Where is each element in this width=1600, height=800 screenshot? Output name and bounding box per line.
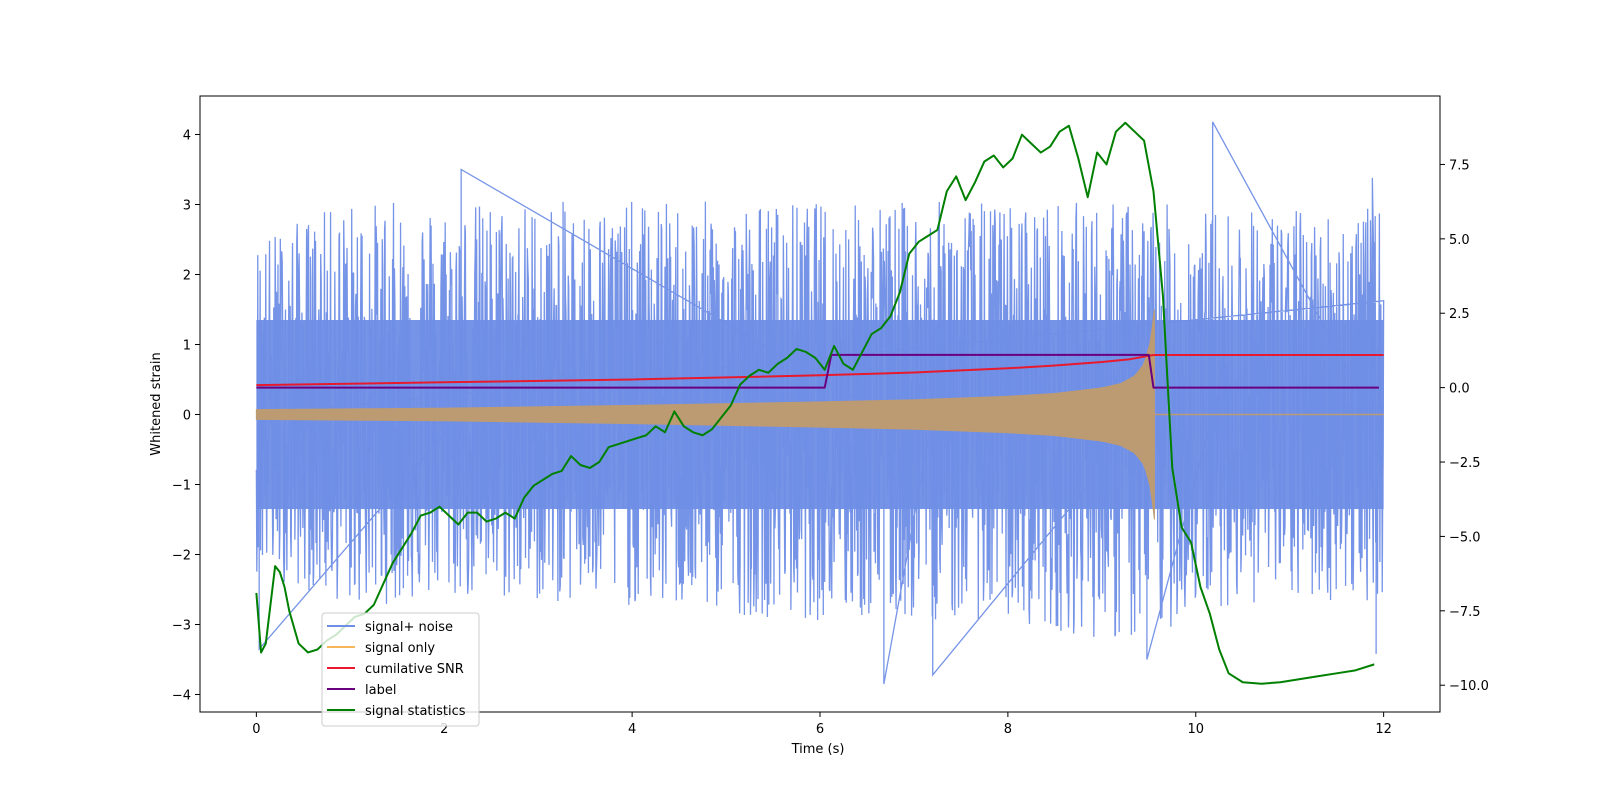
y-tick-label: −4: [172, 689, 191, 704]
y-axis-right: −10.0 −7.5 −5.0 −2.5 0.0 2.5 5.0 7.5: [1440, 158, 1489, 694]
legend-box: [321, 612, 480, 727]
x-axis: 0 2 4 6 8 10 12: [252, 712, 1392, 737]
y-tick-label: −3: [172, 619, 191, 634]
x-tick-label: 8: [1004, 722, 1012, 737]
y-tick-label: −2: [172, 549, 191, 564]
y2-tick-label: 7.5: [1449, 158, 1470, 173]
legend-label: label: [365, 683, 396, 698]
y-tick-label: 1: [183, 339, 191, 354]
series-signal-only: [255, 309, 1155, 520]
legend-label: cumilative SNR: [365, 662, 464, 677]
y2-tick-label: 0.0: [1449, 382, 1470, 397]
y2-tick-label: 2.5: [1449, 307, 1470, 322]
x-tick-label: 10: [1187, 722, 1204, 737]
legend-label: signal only: [365, 641, 435, 656]
x-tick-label: 0: [252, 722, 260, 737]
x-tick-label: 12: [1375, 722, 1392, 737]
x-tick-label: 2: [440, 722, 448, 737]
series-layer: [255, 121, 1385, 685]
y-tick-label: −1: [172, 479, 191, 494]
y2-tick-label: −7.5: [1449, 605, 1481, 620]
y-tick-label: 0: [183, 409, 191, 424]
legend-label: signal+ noise: [365, 620, 453, 635]
y2-tick-label: −2.5: [1449, 456, 1481, 471]
x-axis-label: Time (s): [791, 742, 845, 757]
y-tick-label: 3: [183, 199, 191, 214]
y-axis-left: −4 −3 −2 −1 0 1 2 3 4: [172, 129, 200, 704]
x-tick-label: 6: [816, 722, 824, 737]
y2-tick-label: −5.0: [1449, 530, 1481, 545]
legend: signal+ noise signal only cumilative SNR la…: [321, 612, 480, 727]
y-axis-label: Whitened strain: [149, 352, 164, 455]
y2-tick-label: −10.0: [1449, 679, 1489, 694]
x-tick-label: 4: [628, 722, 636, 737]
y-tick-label: 4: [183, 129, 191, 144]
y-tick-label: 2: [183, 269, 191, 284]
series-label: [256, 353, 1379, 389]
series-signal-statistics: [255, 121, 1375, 685]
legend-label: signal statistics: [365, 704, 466, 719]
y2-tick-label: 5.0: [1449, 233, 1470, 248]
